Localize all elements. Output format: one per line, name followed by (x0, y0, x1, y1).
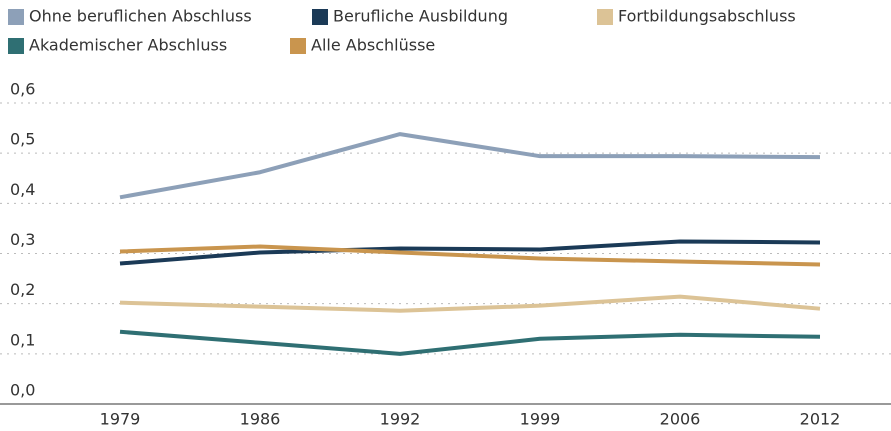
legend-label: Alle Abschlüsse (311, 36, 435, 55)
x-tick-label: 2012 (800, 410, 841, 429)
y-tick-label: 0,0 (10, 381, 35, 400)
x-tick-label: 1986 (240, 410, 281, 429)
legend-swatch (8, 38, 24, 54)
legend-label: Berufliche Ausbildung (333, 7, 508, 26)
legend-label: Ohne beruflichen Abschluss (29, 7, 252, 26)
legend-swatch (290, 38, 306, 54)
y-tick-label: 0,1 (10, 330, 35, 349)
legend-swatch (8, 9, 24, 25)
legend-label: Akademischer Abschluss (29, 36, 227, 55)
y-tick-label: 0,5 (10, 130, 35, 149)
x-tick-label: 2006 (660, 410, 701, 429)
x-tick-label: 1999 (520, 410, 561, 429)
x-tick-label: 1992 (380, 410, 421, 429)
legend-swatch (597, 9, 613, 25)
y-tick-label: 0,6 (10, 80, 35, 99)
line-series (119, 244, 821, 267)
line-series (119, 239, 821, 266)
y-tick-label: 0,4 (10, 180, 35, 199)
legend-label: Fortbildungsabschluss (618, 7, 796, 26)
line-series (119, 329, 821, 356)
y-tick-label: 0,3 (10, 230, 35, 249)
line-series (119, 132, 821, 200)
x-tick-label: 1979 (100, 410, 141, 429)
legend-swatch (312, 9, 328, 25)
line-series (119, 294, 821, 313)
y-tick-label: 0,2 (10, 280, 35, 299)
